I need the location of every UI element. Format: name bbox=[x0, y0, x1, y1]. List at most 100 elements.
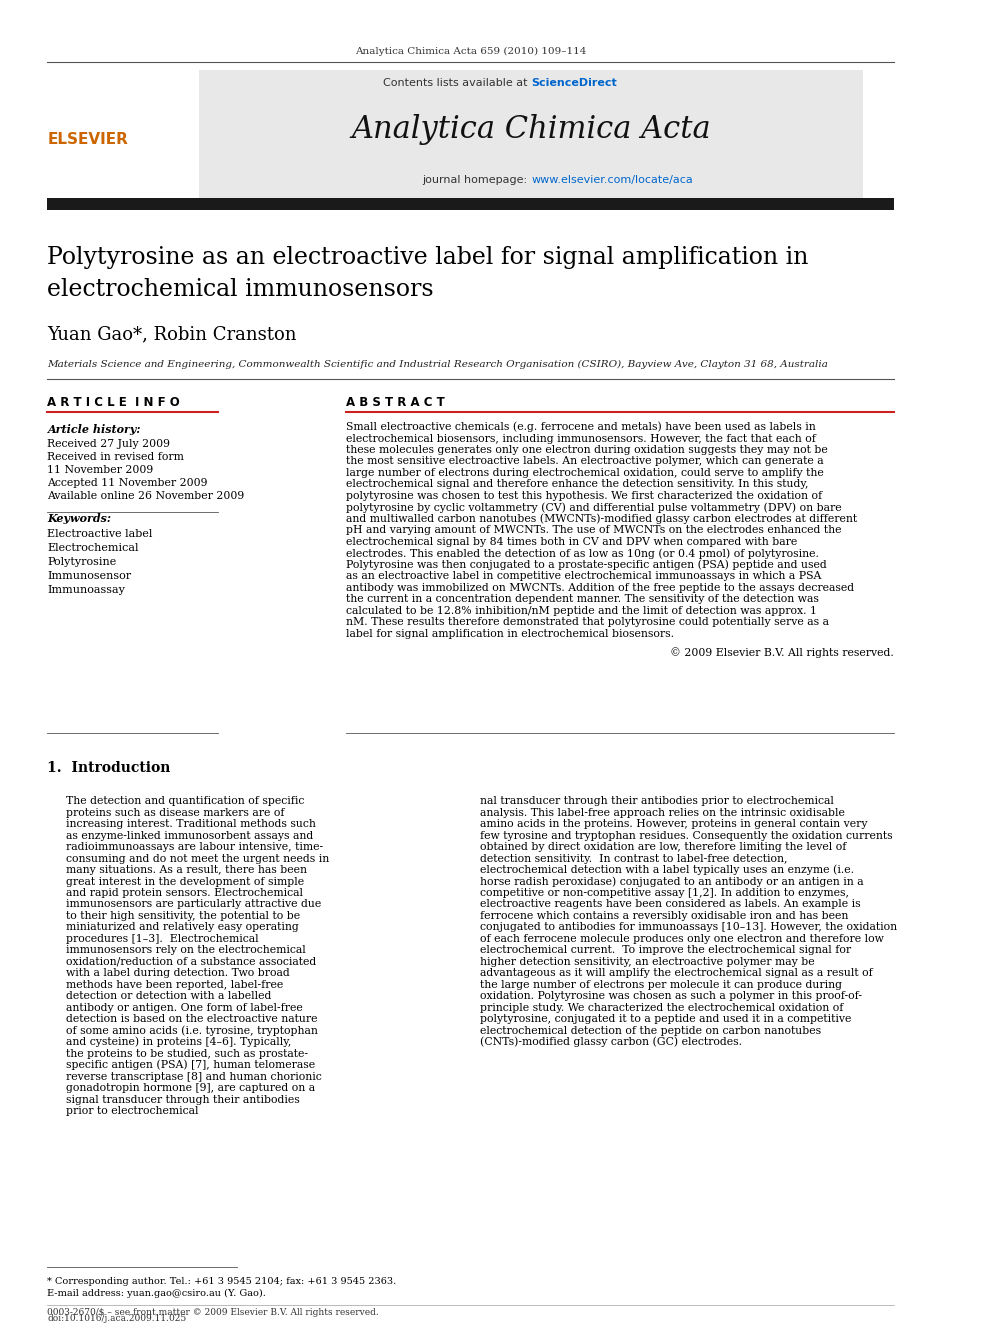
Text: and rapid protein sensors. Electrochemical: and rapid protein sensors. Electrochemic… bbox=[66, 888, 304, 898]
Bar bbox=[48, 197, 894, 209]
Text: Analytica Chimica Acta 659 (2010) 109–114: Analytica Chimica Acta 659 (2010) 109–11… bbox=[355, 48, 586, 57]
Text: signal transducer through their antibodies: signal transducer through their antibodi… bbox=[66, 1094, 301, 1105]
Text: Contents lists available at: Contents lists available at bbox=[383, 78, 532, 87]
Text: with a label during detection. Two broad: with a label during detection. Two broad bbox=[66, 968, 291, 978]
Text: as enzyme-linked immunosorbent assays and: as enzyme-linked immunosorbent assays an… bbox=[66, 831, 313, 840]
Text: large number of electrons during electrochemical oxidation, could serve to ampli: large number of electrons during electro… bbox=[346, 468, 824, 478]
Text: polytyrosine was chosen to test this hypothesis. We first characterized the oxid: polytyrosine was chosen to test this hyp… bbox=[346, 491, 822, 501]
Text: Polytyrosine as an electroactive label for signal amplification in: Polytyrosine as an electroactive label f… bbox=[48, 246, 808, 269]
Text: the proteins to be studied, such as prostate-: the proteins to be studied, such as pros… bbox=[66, 1049, 309, 1058]
Text: and cysteine) in proteins [4–6]. Typically,: and cysteine) in proteins [4–6]. Typical… bbox=[66, 1037, 292, 1048]
Text: reverse transcriptase [8] and human chorionic: reverse transcriptase [8] and human chor… bbox=[66, 1072, 322, 1082]
Text: A B S T R A C T: A B S T R A C T bbox=[346, 396, 445, 409]
Text: Accepted 11 November 2009: Accepted 11 November 2009 bbox=[48, 478, 208, 488]
Text: Electrochemical: Electrochemical bbox=[48, 542, 139, 553]
Text: detection or detection with a labelled: detection or detection with a labelled bbox=[66, 991, 272, 1002]
Text: few tyrosine and tryptophan residues. Consequently the oxidation currents: few tyrosine and tryptophan residues. Co… bbox=[480, 831, 893, 840]
Text: the most sensitive electroactive labels. An electroactive polymer, which can gen: the most sensitive electroactive labels.… bbox=[346, 456, 824, 467]
Text: many situations. As a result, there has been: many situations. As a result, there has … bbox=[66, 865, 308, 875]
Text: radioimmunoassays are labour intensive, time-: radioimmunoassays are labour intensive, … bbox=[66, 843, 323, 852]
Text: methods have been reported, label-free: methods have been reported, label-free bbox=[66, 980, 284, 990]
Text: 0003-2670/$ – see front matter © 2009 Elsevier B.V. All rights reserved.: 0003-2670/$ – see front matter © 2009 El… bbox=[48, 1307, 379, 1316]
Text: immunosensors rely on the electrochemical: immunosensors rely on the electrochemica… bbox=[66, 946, 307, 955]
Text: amino acids in the proteins. However, proteins in general contain very: amino acids in the proteins. However, pr… bbox=[480, 819, 868, 830]
Text: Received 27 July 2009: Received 27 July 2009 bbox=[48, 439, 171, 448]
Text: Immunosensor: Immunosensor bbox=[48, 570, 132, 581]
Text: Materials Science and Engineering, Commonwealth Scientific and Industrial Resear: Materials Science and Engineering, Commo… bbox=[48, 360, 828, 369]
Text: principle study. We characterized the electrochemical oxidation of: principle study. We characterized the el… bbox=[480, 1003, 843, 1012]
Text: polytyrosine, conjugated it to a peptide and used it in a competitive: polytyrosine, conjugated it to a peptide… bbox=[480, 1015, 851, 1024]
Text: nal transducer through their antibodies prior to electrochemical: nal transducer through their antibodies … bbox=[480, 796, 834, 806]
Text: these molecules generates only one electron during oxidation suggests they may n: these molecules generates only one elect… bbox=[346, 445, 828, 455]
Text: electrochemical detection of the peptide on carbon nanotubes: electrochemical detection of the peptide… bbox=[480, 1025, 821, 1036]
Text: doi:10.1016/j.aca.2009.11.025: doi:10.1016/j.aca.2009.11.025 bbox=[48, 1314, 186, 1323]
Text: polytyrosine by cyclic voltammetry (CV) and differential pulse voltammetry (DPV): polytyrosine by cyclic voltammetry (CV) … bbox=[346, 503, 842, 512]
Text: obtained by direct oxidation are low, therefore limiting the level of: obtained by direct oxidation are low, th… bbox=[480, 843, 846, 852]
Text: ferrocene which contains a reversibly oxidisable iron and has been: ferrocene which contains a reversibly ox… bbox=[480, 912, 848, 921]
Text: www.elsevier.com/locate/aca: www.elsevier.com/locate/aca bbox=[532, 175, 693, 185]
Text: electrochemical biosensors, including immunosensors. However, the fact that each: electrochemical biosensors, including im… bbox=[346, 434, 816, 443]
Text: Immunoassay: Immunoassay bbox=[48, 585, 125, 594]
Text: detection is based on the electroactive nature: detection is based on the electroactive … bbox=[66, 1015, 317, 1024]
Text: antibody or antigen. One form of label-free: antibody or antigen. One form of label-f… bbox=[66, 1003, 304, 1012]
Text: electrochemical signal and therefore enhance the detection sensitivity. In this : electrochemical signal and therefore enh… bbox=[346, 479, 808, 490]
Text: miniaturized and relatively easy operating: miniaturized and relatively easy operati… bbox=[66, 922, 300, 933]
Text: competitive or non-competitive assay [1,2]. In addition to enzymes,: competitive or non-competitive assay [1,… bbox=[480, 888, 849, 898]
Text: electrochemical detection with a label typically uses an enzyme (i.e.: electrochemical detection with a label t… bbox=[480, 865, 854, 876]
Text: journal homepage:: journal homepage: bbox=[423, 175, 532, 185]
Text: gonadotropin hormone [9], are captured on a: gonadotropin hormone [9], are captured o… bbox=[66, 1084, 315, 1093]
Text: immunosensors are particularly attractive due: immunosensors are particularly attractiv… bbox=[66, 900, 321, 909]
Text: Polytyrosine was then conjugated to a prostate-specific antigen (PSA) peptide an: Polytyrosine was then conjugated to a pr… bbox=[346, 560, 827, 570]
Text: ScienceDirect: ScienceDirect bbox=[532, 78, 617, 87]
Text: oxidation/reduction of a substance associated: oxidation/reduction of a substance assoc… bbox=[66, 957, 316, 967]
Text: conjugated to antibodies for immunoassays [10–13]. However, the oxidation: conjugated to antibodies for immunoassay… bbox=[480, 922, 897, 933]
Text: calculated to be 12.8% inhibition/nM peptide and the limit of detection was appr: calculated to be 12.8% inhibition/nM pep… bbox=[346, 606, 817, 615]
Text: specific antigen (PSA) [7], human telomerase: specific antigen (PSA) [7], human telome… bbox=[66, 1060, 315, 1070]
Text: antibody was immobilized on MWCNTs. Addition of the free peptide to the assays d: antibody was immobilized on MWCNTs. Addi… bbox=[346, 582, 854, 593]
Text: prior to electrochemical: prior to electrochemical bbox=[66, 1106, 199, 1117]
Bar bbox=[199, 70, 863, 200]
Text: Article history:: Article history: bbox=[48, 423, 141, 434]
Text: advantageous as it will amplify the electrochemical signal as a result of: advantageous as it will amplify the elec… bbox=[480, 968, 873, 978]
Text: nM. These results therefore demonstrated that polytyrosine could potentially ser: nM. These results therefore demonstrated… bbox=[346, 617, 829, 627]
Text: procedures [1–3].  Electrochemical: procedures [1–3]. Electrochemical bbox=[66, 934, 259, 943]
Text: to their high sensitivity, the potential to be: to their high sensitivity, the potential… bbox=[66, 912, 301, 921]
Text: the large number of electrons per molecule it can produce during: the large number of electrons per molecu… bbox=[480, 980, 842, 990]
Text: increasing interest. Traditional methods such: increasing interest. Traditional methods… bbox=[66, 819, 316, 830]
Text: * Corresponding author. Tel.: +61 3 9545 2104; fax: +61 3 9545 2363.: * Corresponding author. Tel.: +61 3 9545… bbox=[48, 1277, 397, 1286]
Text: ELSEVIER: ELSEVIER bbox=[48, 132, 128, 147]
Text: and multiwalled carbon nanotubes (MWCNTs)-modified glassy carbon electrodes at d: and multiwalled carbon nanotubes (MWCNTs… bbox=[346, 513, 857, 524]
Text: great interest in the development of simple: great interest in the development of sim… bbox=[66, 877, 305, 886]
Text: proteins such as disease markers are of: proteins such as disease markers are of bbox=[66, 807, 285, 818]
Text: electrochemical current.  To improve the electrochemical signal for: electrochemical current. To improve the … bbox=[480, 946, 851, 955]
Text: the current in a concentration dependent manner. The sensitivity of the detectio: the current in a concentration dependent… bbox=[346, 594, 819, 605]
Text: higher detection sensitivity, an electroactive polymer may be: higher detection sensitivity, an electro… bbox=[480, 957, 814, 967]
Text: (CNTs)-modified glassy carbon (GC) electrodes.: (CNTs)-modified glassy carbon (GC) elect… bbox=[480, 1037, 742, 1048]
Text: oxidation. Polytyrosine was chosen as such a polymer in this proof-of-: oxidation. Polytyrosine was chosen as su… bbox=[480, 991, 862, 1002]
Text: of each ferrocene molecule produces only one electron and therefore low: of each ferrocene molecule produces only… bbox=[480, 934, 884, 943]
Text: electroactive reagents have been considered as labels. An example is: electroactive reagents have been conside… bbox=[480, 900, 861, 909]
Text: electrochemical immunosensors: electrochemical immunosensors bbox=[48, 278, 434, 300]
Text: E-mail address: yuan.gao@csiro.au (Y. Gao).: E-mail address: yuan.gao@csiro.au (Y. Ga… bbox=[48, 1289, 266, 1298]
Text: Keywords:: Keywords: bbox=[48, 513, 111, 524]
Text: Polytyrosine: Polytyrosine bbox=[48, 557, 117, 566]
Text: A R T I C L E  I N F O: A R T I C L E I N F O bbox=[48, 396, 181, 409]
Text: The detection and quantification of specific: The detection and quantification of spec… bbox=[66, 796, 305, 806]
Text: consuming and do not meet the urgent needs in: consuming and do not meet the urgent nee… bbox=[66, 853, 329, 864]
Text: electrochemical signal by 84 times both in CV and DPV when compared with bare: electrochemical signal by 84 times both … bbox=[346, 537, 798, 546]
Text: Small electroactive chemicals (e.g. ferrocene and metals) have been used as labe: Small electroactive chemicals (e.g. ferr… bbox=[346, 422, 816, 433]
Text: © 2009 Elsevier B.V. All rights reserved.: © 2009 Elsevier B.V. All rights reserved… bbox=[670, 648, 894, 659]
Text: pH and varying amount of MWCNTs. The use of MWCNTs on the electrodes enhanced th: pH and varying amount of MWCNTs. The use… bbox=[346, 525, 842, 536]
Text: electrodes. This enabled the detection of as low as 10ng (or 0.4 pmol) of polyty: electrodes. This enabled the detection o… bbox=[346, 548, 819, 558]
Text: detection sensitivity.  In contrast to label-free detection,: detection sensitivity. In contrast to la… bbox=[480, 853, 788, 864]
Text: of some amino acids (i.e. tyrosine, tryptophan: of some amino acids (i.e. tyrosine, tryp… bbox=[66, 1025, 318, 1036]
Text: Analytica Chimica Acta: Analytica Chimica Acta bbox=[351, 114, 711, 146]
Text: horse radish peroxidase) conjugated to an antibody or an antigen in a: horse radish peroxidase) conjugated to a… bbox=[480, 876, 864, 886]
Text: Electroactive label: Electroactive label bbox=[48, 529, 153, 538]
Text: Received in revised form: Received in revised form bbox=[48, 452, 185, 462]
Text: analysis. This label-free approach relies on the intrinsic oxidisable: analysis. This label-free approach relie… bbox=[480, 807, 845, 818]
Text: label for signal amplification in electrochemical biosensors.: label for signal amplification in electr… bbox=[346, 628, 675, 639]
Text: Yuan Gao*, Robin Cranston: Yuan Gao*, Robin Cranston bbox=[48, 325, 297, 343]
Text: 1.  Introduction: 1. Introduction bbox=[48, 761, 171, 775]
Text: as an electroactive label in competitive electrochemical immunoassays in which a: as an electroactive label in competitive… bbox=[346, 572, 821, 581]
